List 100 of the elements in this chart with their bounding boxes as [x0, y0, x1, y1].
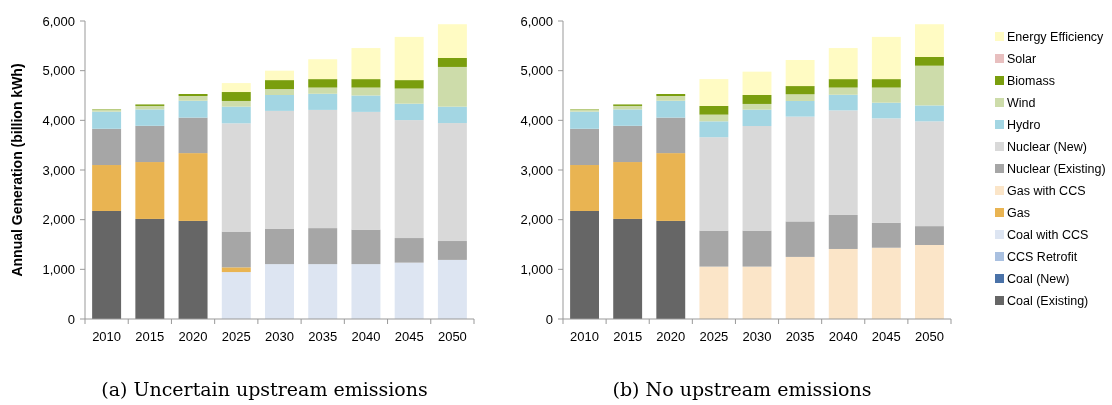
bar [570, 128, 599, 166]
legend-label: Nuclear (New) [1007, 140, 1087, 155]
bar [221, 231, 251, 268]
legend-label: Energy Efficiency [1007, 30, 1105, 45]
bar [394, 262, 424, 319]
bar [570, 111, 599, 129]
bar [699, 121, 729, 138]
x-tick-label: 2030 [265, 329, 294, 344]
bar [92, 210, 122, 319]
bar [828, 248, 858, 319]
bar [351, 48, 381, 80]
legend-label: Coal with CCS [1007, 228, 1089, 243]
bar [742, 95, 772, 104]
bar [871, 79, 901, 88]
bar [699, 114, 729, 122]
bar [785, 94, 815, 101]
bar [742, 109, 772, 127]
bar [135, 218, 165, 319]
bar [437, 123, 467, 242]
x-tick-label: 2025 [221, 329, 251, 344]
x-tick-label: 2015 [613, 329, 643, 344]
bar [785, 221, 815, 257]
bar [265, 80, 294, 90]
x-tick-label: 2010 [92, 329, 122, 344]
bar [785, 59, 815, 87]
bar [221, 83, 251, 93]
x-tick-label: 2020 [178, 329, 208, 344]
y-axis-title: Annual Generation (billion kWh) [9, 63, 25, 277]
legend-label: Gas with CCS [1007, 184, 1086, 199]
bar [308, 79, 338, 88]
bar [699, 105, 729, 115]
bar [437, 259, 467, 319]
bar [656, 117, 686, 154]
bar [178, 117, 208, 154]
bar [871, 222, 901, 248]
bar [135, 109, 165, 126]
bar [265, 110, 294, 229]
bar [570, 210, 599, 319]
legend-label: Coal (New) [1007, 272, 1070, 287]
bar [221, 100, 251, 107]
bar [699, 266, 729, 319]
legend-label: Biomass [1007, 74, 1055, 89]
bar [915, 65, 944, 106]
bar [308, 109, 338, 229]
bar [785, 116, 815, 222]
bar [308, 59, 338, 80]
bar [178, 100, 208, 118]
bar [92, 165, 122, 211]
x-tick-label: 2050 [437, 329, 467, 344]
y-tick-label: 2,000 [520, 212, 553, 228]
bar [656, 96, 686, 101]
bar [437, 58, 467, 67]
x-tick-label: 2045 [394, 329, 424, 344]
x-tick-label: 2010 [570, 329, 600, 344]
bar [394, 88, 424, 104]
y-tick-label: 3,000 [42, 162, 75, 178]
bar [351, 264, 381, 319]
bar [308, 264, 338, 319]
bar [265, 95, 294, 111]
bar [437, 66, 467, 107]
bar [699, 230, 729, 267]
bar [92, 128, 122, 166]
y-tick-label: 5,000 [520, 63, 553, 79]
bar [394, 103, 424, 121]
bar [915, 24, 944, 58]
bar [915, 57, 944, 66]
bar [656, 153, 686, 221]
bar [135, 125, 165, 163]
bar [394, 36, 424, 81]
bar [785, 256, 815, 319]
bar [92, 111, 122, 129]
bar [265, 228, 294, 265]
bar [828, 214, 858, 249]
bar [613, 162, 643, 219]
bar [613, 125, 643, 163]
bar [742, 230, 772, 267]
bar [394, 120, 424, 239]
bar [871, 118, 901, 223]
legend-label: Gas [1007, 206, 1030, 221]
bar [828, 48, 858, 80]
bar [135, 162, 165, 219]
y-tick-label: 0 [545, 311, 553, 327]
y-tick-label: 0 [67, 311, 75, 327]
x-tick-label: 2040 [828, 329, 858, 344]
bar [699, 79, 729, 106]
bar [828, 79, 858, 88]
y-tick-label: 1,000 [520, 261, 553, 277]
legend-label: CCS Retrofit [1007, 250, 1078, 265]
bar [915, 105, 944, 122]
bar [178, 220, 208, 319]
bar [742, 71, 772, 95]
y-tick-label: 6,000 [520, 13, 553, 29]
x-tick-label: 2015 [135, 329, 165, 344]
bar [656, 220, 686, 319]
bar [351, 229, 381, 265]
bar [265, 89, 294, 95]
bar [178, 153, 208, 221]
bar [828, 94, 858, 111]
x-tick-label: 2030 [742, 329, 772, 344]
bar [265, 70, 294, 81]
